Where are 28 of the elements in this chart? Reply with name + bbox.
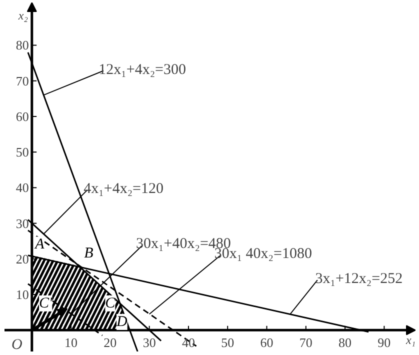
- y-tick-label: 70: [16, 73, 29, 88]
- annotation: D: [116, 314, 128, 330]
- annotation: B: [84, 246, 94, 262]
- x-tick-label: 20: [104, 335, 117, 350]
- annotation: 4x₁+4x₂=120: [84, 180, 164, 197]
- y-tick-label: 40: [16, 180, 29, 196]
- y-tick-label: 50: [16, 144, 29, 160]
- x-tick-label: 70: [299, 335, 312, 350]
- y-tick-label: 30: [16, 216, 29, 231]
- y-tick-label: 80: [16, 38, 29, 53]
- annotation: A: [34, 236, 46, 253]
- y-tick-label: 10: [16, 287, 29, 302]
- x-tick-label: 80: [338, 335, 352, 350]
- x-tick-label: 50: [221, 335, 234, 350]
- x-axis-title: x₁: [405, 333, 416, 348]
- x-tick-label: 40: [182, 335, 195, 350]
- x-tick-label: 90: [378, 335, 391, 350]
- y-tick-label: 60: [16, 108, 29, 124]
- x-tick-label: 10: [64, 335, 78, 350]
- y-tick-label: 20: [16, 251, 29, 266]
- annotation: C: [105, 295, 116, 312]
- x-tick-label: 30: [142, 335, 156, 350]
- x-tick-label: 60: [260, 335, 274, 350]
- annotation: 12x₁+4x₂=300: [98, 62, 186, 78]
- annotation: 3x₁+12x₂=252: [315, 271, 403, 288]
- annotation: C': [38, 295, 53, 312]
- annotation: O: [11, 337, 22, 354]
- y-axis-title: x₂: [17, 8, 28, 22]
